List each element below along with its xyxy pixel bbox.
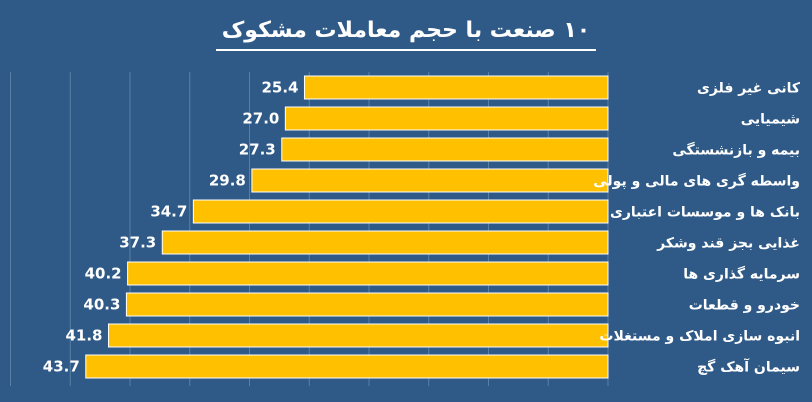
value-label: 25.4 [261, 79, 298, 97]
category-label: غذایی بجز قند وشکر [656, 236, 800, 252]
bar [127, 261, 609, 286]
category-label: شیمیایی [741, 112, 800, 128]
category-label: بیمه و بازنشستگی [672, 142, 800, 159]
bar [161, 230, 609, 255]
chart-title-text: ۱۰ صنعت با حجم معاملات مشکوک [215, 18, 597, 51]
chart-title: ۱۰ صنعت با حجم معاملات مشکوک [0, 18, 812, 51]
bar [192, 199, 609, 224]
value-label: 41.8 [65, 327, 102, 345]
category-label: سرمایه گذاری ها [683, 266, 800, 283]
value-label: 40.3 [83, 296, 120, 314]
labels: 25.4 کانی غیر فلزی 27.0 شیمیایی 27.3 بیمه و ب… [43, 79, 801, 376]
value-label: 29.8 [209, 172, 246, 190]
bars [85, 75, 609, 379]
bar [281, 137, 609, 162]
bar [125, 292, 609, 317]
category-label: واسطه گری های مالی و پولی [593, 173, 800, 190]
category-label: خودرو و قطعات [689, 298, 800, 314]
bar [251, 168, 609, 193]
bar [85, 354, 609, 379]
category-label: سیمان آهک گچ [697, 358, 800, 376]
category-label: انبوه سازی املاک و مستغلات [599, 329, 800, 345]
value-label: 37.3 [119, 234, 156, 252]
bar [284, 106, 609, 131]
value-label: 34.7 [150, 203, 187, 221]
bar [303, 75, 609, 100]
value-label: 27.0 [242, 110, 279, 128]
category-label: بانک ها و موسسات اعتباری [610, 205, 800, 221]
category-label: کانی غیر فلزی [697, 81, 801, 97]
value-label: 43.7 [43, 358, 80, 376]
value-label: 40.2 [85, 265, 122, 283]
value-label: 27.3 [239, 141, 276, 159]
bar [107, 323, 609, 348]
